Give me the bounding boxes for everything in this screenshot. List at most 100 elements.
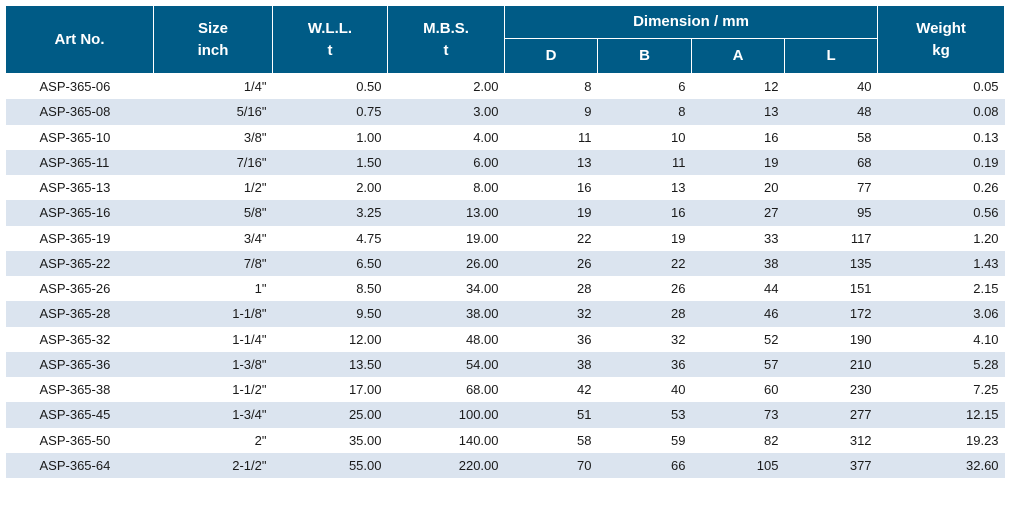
cell-mbs: 2.00 [387,73,505,100]
cell-weight: 32.60 [877,452,1005,478]
cell-art-no: ASP-365-38 [5,377,154,403]
cell-dim-a: 19 [691,149,785,175]
header-dimension: Dimension / mm [503,5,879,39]
cell-dim-a: 105 [691,452,785,478]
table-header: Art No. Size inch W.L.L. t M.B.S. t Dimensi… [5,5,1006,74]
cell-weight: 5.28 [877,351,1005,377]
cell-dim-l: 95 [784,200,878,226]
cell-dim-b: 28 [597,301,692,327]
cell-dim-a: 44 [691,276,785,302]
table-row: ASP-365-11 7/16" 1.50 6.00 13 11 19 68 0.19 [5,149,1005,175]
cell-mbs: 34.00 [387,276,505,302]
header-weight: Weight kg [877,5,1006,74]
cell-dim-a: 13 [691,99,785,125]
cell-dim-b: 13 [597,175,692,201]
cell-art-no: ASP-365-16 [5,200,154,226]
cell-dim-b: 40 [597,377,692,403]
cell-dim-d: 16 [504,175,598,201]
cell-size: 2" [153,427,273,453]
cell-size: 1" [153,276,273,302]
cell-size: 3/4" [153,225,273,251]
cell-weight: 0.26 [877,175,1005,201]
cell-dim-l: 77 [784,175,878,201]
cell-weight: 4.10 [877,326,1005,352]
cell-dim-b: 6 [597,73,692,100]
cell-mbs: 48.00 [387,326,505,352]
cell-dim-d: 28 [504,276,598,302]
table-row: ASP-365-26 1" 8.50 34.00 28 26 44 151 2.15 [5,276,1005,302]
header-dim-l: L [783,38,879,74]
cell-mbs: 26.00 [387,250,505,276]
cell-dim-l: 312 [784,427,878,453]
cell-weight: 0.19 [877,149,1005,175]
cell-dim-b: 16 [597,200,692,226]
cell-dim-l: 230 [784,377,878,403]
header-art-no: Art No. [5,5,154,74]
cell-weight: 19.23 [877,427,1005,453]
table-row: ASP-365-38 1-1/2" 17.00 68.00 42 40 60 230 7.25 [5,377,1005,403]
cell-size: 3/8" [153,124,273,150]
cell-mbs: 38.00 [387,301,505,327]
cell-dim-b: 19 [597,225,692,251]
cell-size: 1-1/8" [153,301,273,327]
cell-dim-b: 66 [597,452,692,478]
cell-wll: 2.00 [272,175,388,201]
cell-dim-d: 11 [504,124,598,150]
cell-wll: 6.50 [272,250,388,276]
cell-art-no: ASP-365-45 [5,402,154,428]
cell-dim-d: 58 [504,427,598,453]
cell-wll: 0.50 [272,73,388,100]
table-row: ASP-365-06 1/4" 0.50 2.00 8 6 12 40 0.05 [5,73,1005,100]
cell-wll: 35.00 [272,427,388,453]
cell-dim-b: 8 [597,99,692,125]
cell-dim-b: 32 [597,326,692,352]
cell-weight: 2.15 [877,276,1005,302]
cell-mbs: 6.00 [387,149,505,175]
cell-dim-b: 22 [597,250,692,276]
cell-size: 2-1/2" [153,452,273,478]
cell-mbs: 100.00 [387,402,505,428]
cell-dim-l: 58 [784,124,878,150]
table-row: ASP-365-13 1/2" 2.00 8.00 16 13 20 77 0.26 [5,175,1005,201]
table-body: ASP-365-06 1/4" 0.50 2.00 8 6 12 40 0.05 ASP-365-… [5,73,1005,478]
cell-art-no: ASP-365-32 [5,326,154,352]
cell-weight: 0.05 [877,73,1005,100]
cell-art-no: ASP-365-08 [5,99,154,125]
table-row: ASP-365-10 3/8" 1.00 4.00 11 10 16 58 0.13 [5,124,1005,150]
cell-art-no: ASP-365-11 [5,149,154,175]
cell-dim-b: 59 [597,427,692,453]
cell-wll: 25.00 [272,402,388,428]
cell-size: 1-3/8" [153,351,273,377]
cell-dim-d: 22 [504,225,598,251]
cell-dim-b: 11 [597,149,692,175]
cell-dim-l: 117 [784,225,878,251]
table-row: ASP-365-08 5/16" 0.75 3.00 9 8 13 48 0.08 [5,99,1005,125]
cell-dim-b: 26 [597,276,692,302]
cell-weight: 1.20 [877,225,1005,251]
cell-dim-d: 42 [504,377,598,403]
cell-dim-d: 8 [504,73,598,100]
cell-art-no: ASP-365-10 [5,124,154,150]
cell-dim-b: 53 [597,402,692,428]
cell-art-no: ASP-365-22 [5,250,154,276]
cell-dim-l: 277 [784,402,878,428]
cell-mbs: 8.00 [387,175,505,201]
cell-art-no: ASP-365-36 [5,351,154,377]
cell-size: 7/16" [153,149,273,175]
cell-weight: 0.13 [877,124,1005,150]
cell-weight: 0.08 [877,99,1005,125]
cell-dim-a: 73 [691,402,785,428]
cell-wll: 55.00 [272,452,388,478]
cell-wll: 17.00 [272,377,388,403]
cell-dim-a: 38 [691,250,785,276]
cell-dim-a: 16 [691,124,785,150]
cell-dim-l: 377 [784,452,878,478]
cell-mbs: 4.00 [387,124,505,150]
cell-size: 1-1/2" [153,377,273,403]
cell-wll: 1.50 [272,149,388,175]
cell-weight: 1.43 [877,250,1005,276]
table-row: ASP-365-64 2-1/2" 55.00 220.00 70 66 105 377 32.… [5,452,1005,478]
cell-weight: 3.06 [877,301,1005,327]
cell-dim-l: 172 [784,301,878,327]
cell-dim-l: 68 [784,149,878,175]
